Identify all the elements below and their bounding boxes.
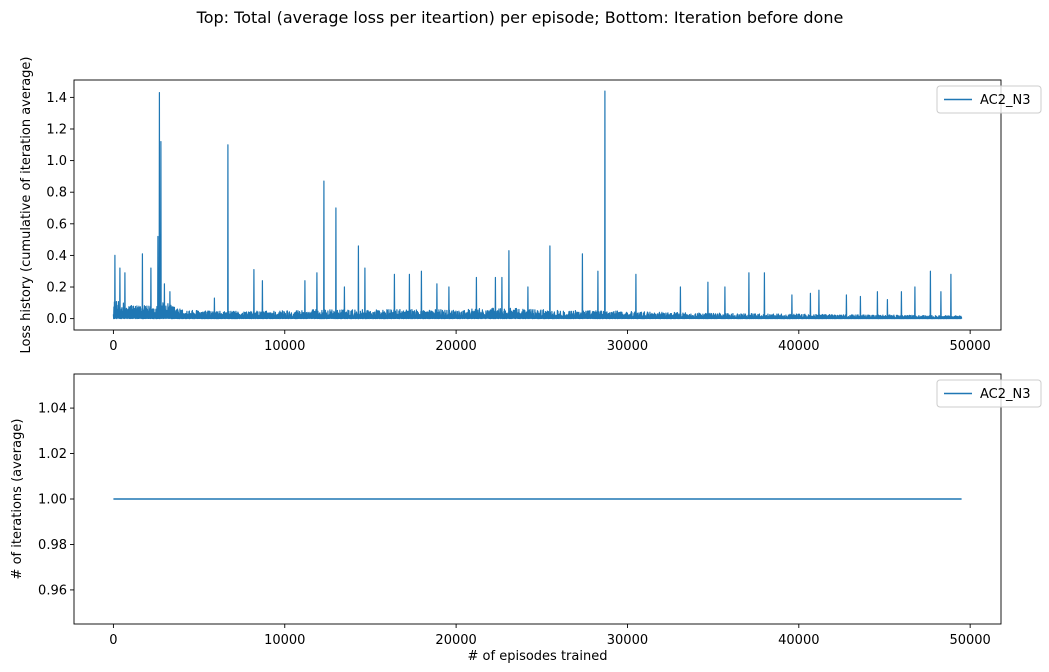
y-tick-label: 0.98 [38,538,67,553]
y-tick-label: 0.4 [46,249,67,264]
x-tick-label: 10000 [264,339,305,354]
y-tick-label: 0.8 [46,186,67,201]
plot-frame [73,79,1002,331]
bottom-chart-panel: 0 10000 20000 30000 40000 50000 0.96 0.98 1.00 1.… [10,373,1042,664]
y-axis-label: Loss history (cumulative of iteration av… [19,57,34,354]
y-tick-label: 1.00 [38,493,67,508]
x-tick-label: 40000 [778,633,819,648]
x-tick-label: 30000 [607,633,648,648]
top-chart-panel: 0 10000 20000 30000 40000 50000 0.0 0.2 0.4 0.6 0.… [19,57,1042,354]
x-tick-label: 20000 [435,339,476,354]
x-tick-label: 50000 [949,339,990,354]
legend-entry-label: AC2_N3 [980,93,1031,108]
y-tick-label: 1.2 [46,122,67,137]
figure-title: Top: Total (average loss per iteartion) … [196,8,844,27]
x-tick-label: 40000 [778,339,819,354]
y-tick-label: 0.96 [38,583,67,598]
x-axis-label: # of episodes trained [468,649,608,664]
legend: AC2_N3 [936,85,1042,114]
legend: AC2_N3 [936,379,1042,408]
legend-box [936,379,1042,408]
series-line [112,90,963,320]
y-tick-label: 0.2 [46,281,67,296]
y-tick-label: 1.4 [46,91,67,106]
y-tick-label: 0.0 [46,312,67,327]
y-tick-label: 1.04 [38,402,67,417]
x-tick-label: 0 [109,633,117,648]
y-tick-label: 0.6 [46,217,67,232]
y-axis-label: # of iterations (average) [10,419,25,580]
legend-entry-label: AC2_N3 [980,387,1031,402]
x-tick-label: 50000 [949,633,990,648]
y-tick-label: 1.0 [46,154,67,169]
x-tick-label: 0 [109,339,117,354]
y-tick-label: 1.02 [38,447,67,462]
legend-box [936,85,1042,114]
x-tick-label: 10000 [264,633,305,648]
x-tick-label: 20000 [435,633,476,648]
x-tick-label: 30000 [607,339,648,354]
